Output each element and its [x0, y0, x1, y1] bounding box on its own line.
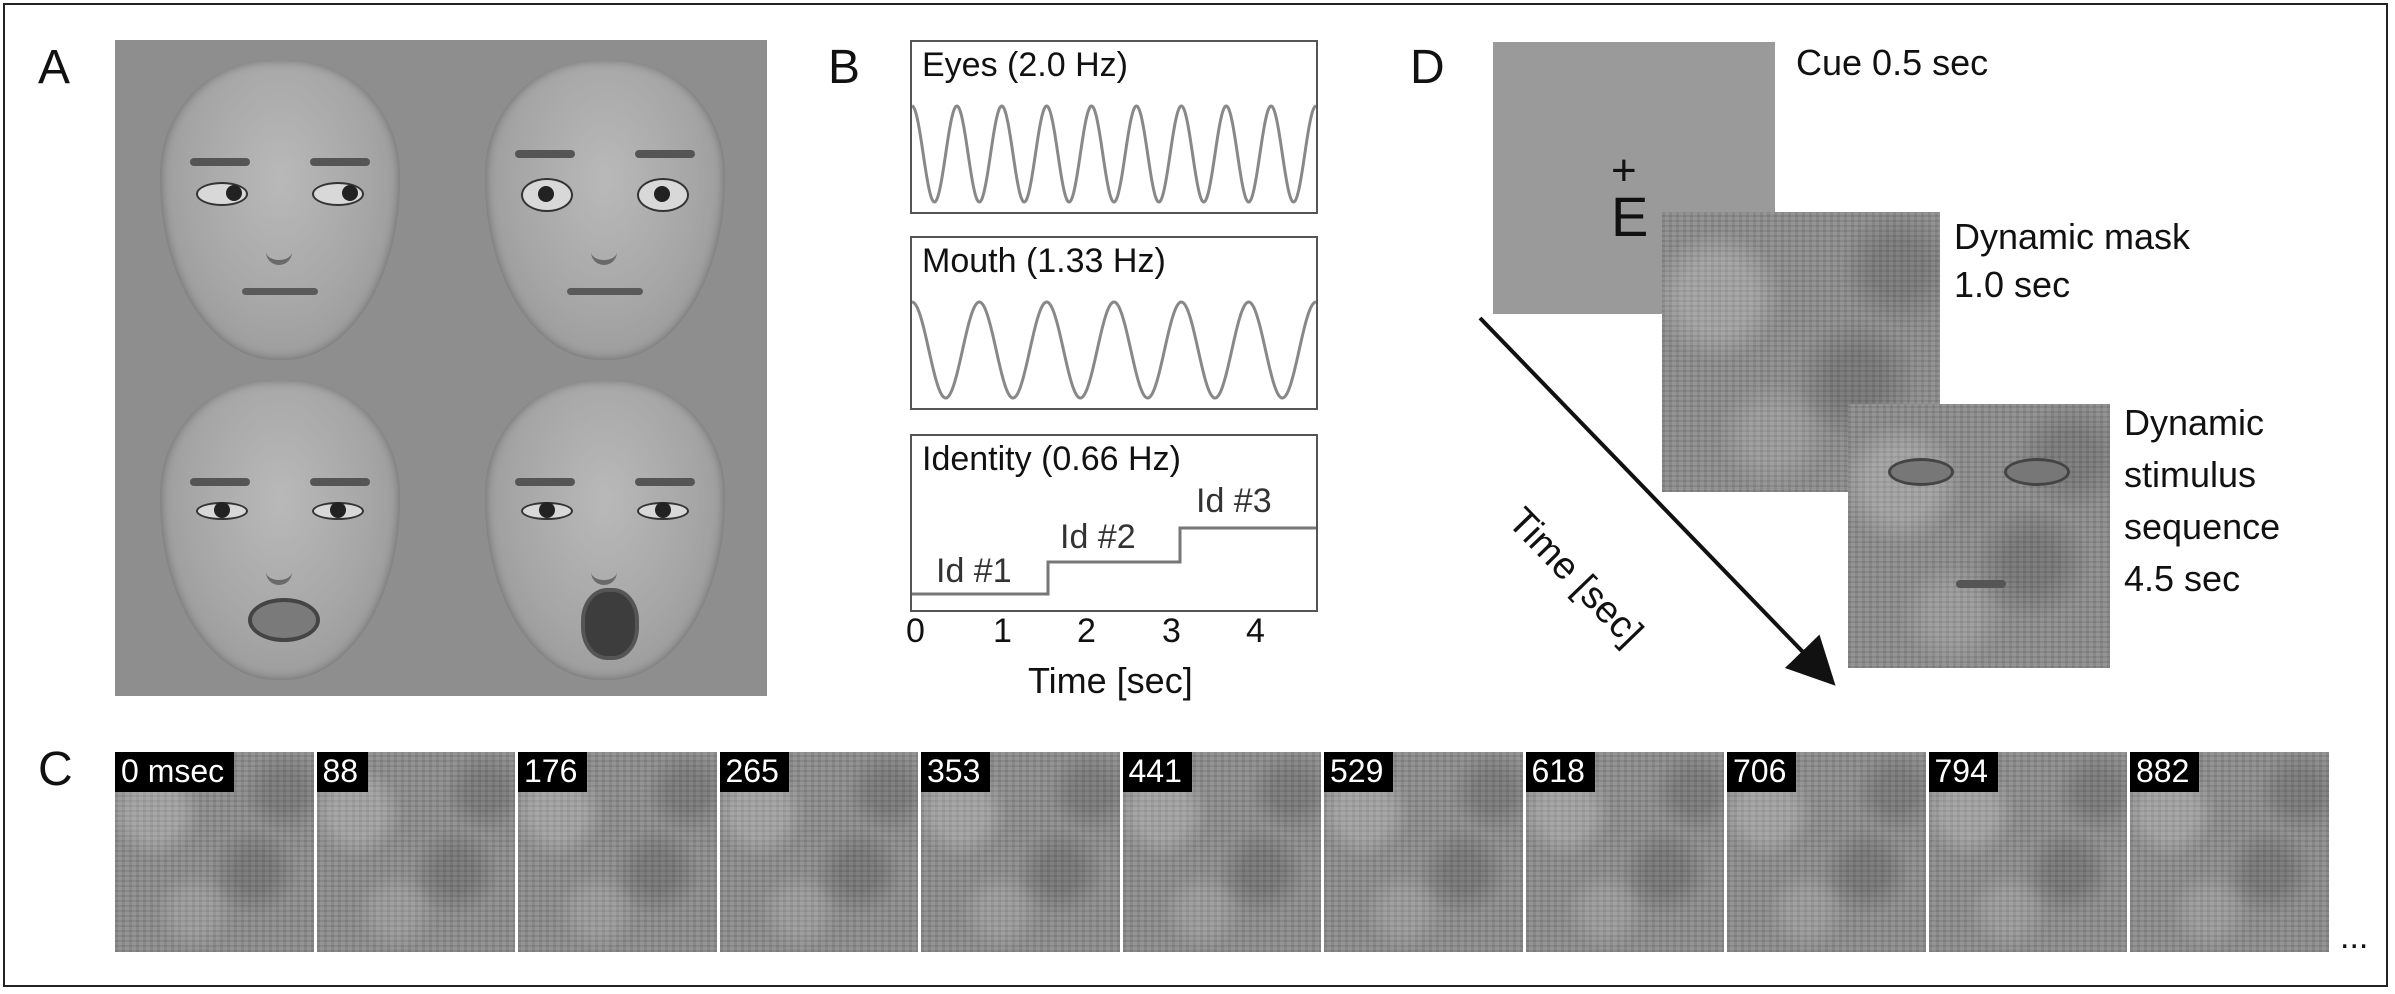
cue-letter: E — [1611, 185, 1649, 248]
id-label-3: Id #3 — [1196, 482, 1272, 520]
frame-2: 176 — [518, 752, 717, 952]
face-eyes-averted — [160, 60, 400, 360]
face-eyes-wide — [485, 60, 725, 360]
stimulus-mouth — [1956, 580, 2006, 588]
panel-letter-a: A — [38, 41, 71, 94]
frame-time-label: 882 — [2130, 752, 2200, 792]
frame-1: 88 — [316, 752, 515, 952]
stimulus-left-eye — [1888, 458, 1954, 486]
id-label-2: Id #2 — [1060, 518, 1136, 556]
identity-step-line — [912, 526, 1316, 596]
frame-4: 353 — [921, 752, 1120, 952]
x-axis-title: Time [sec] — [1028, 660, 1193, 701]
frame-time-label: 794 — [1928, 752, 1998, 792]
frame-0: 0 msec — [115, 752, 314, 952]
x-tick-1: 1 — [993, 612, 1012, 650]
dynamic-stimulus-image — [1848, 404, 2110, 668]
figure-frame — [3, 3, 2388, 987]
mouth-waveform — [912, 300, 1316, 400]
face-mouth-wide-open — [485, 380, 725, 680]
x-tick-4: 4 — [1246, 612, 1265, 650]
frame-10: 882 — [2130, 752, 2329, 952]
stim-label-line3: sequence — [2124, 506, 2281, 547]
face-mouth-open — [160, 380, 400, 680]
frame-time-label: 706 — [1727, 752, 1797, 792]
mask-label-line1: Dynamic mask — [1954, 216, 2191, 257]
frame-8: 706 — [1727, 752, 1926, 952]
frame-9: 794 — [1928, 752, 2127, 952]
fixation-cross: + — [1611, 146, 1637, 195]
strip-ellipsis: ... — [2340, 918, 2369, 956]
x-tick-2: 2 — [1077, 612, 1096, 650]
id-label-1: Id #1 — [936, 552, 1012, 590]
cue-screen: + E — [1493, 42, 1775, 314]
frame-time-label: 353 — [921, 752, 991, 792]
frame-7: 618 — [1525, 752, 1724, 952]
frame-time-label: 265 — [719, 752, 789, 792]
mouth-waveform-title: Mouth (1.33 Hz) — [922, 242, 1166, 280]
frame-time-label: 618 — [1525, 752, 1595, 792]
stimulus-right-eye — [2004, 458, 2070, 486]
frame-5: 441 — [1122, 752, 1321, 952]
stim-label-line4: 4.5 sec — [2124, 558, 2241, 599]
frame-time-label: 88 — [316, 752, 369, 792]
time-arrow — [1478, 316, 1836, 686]
stim-label-line2: stimulus — [2124, 454, 2257, 495]
frame-6: 529 — [1324, 752, 1523, 952]
panel-letter-b: B — [828, 41, 861, 94]
x-tick-0: 0 — [906, 612, 925, 650]
frame-time-label: 529 — [1324, 752, 1394, 792]
eyes-waveform — [912, 104, 1316, 204]
frame-time-label: 441 — [1122, 752, 1192, 792]
identity-step-title: Identity (0.66 Hz) — [922, 440, 1181, 478]
identity-step-plot — [912, 526, 1316, 596]
mask-label-line2: 1.0 sec — [1954, 264, 2071, 305]
panel-a-face-grid — [115, 40, 767, 696]
cue-duration-label: Cue 0.5 sec — [1796, 42, 1989, 83]
eyes-waveform-box: Eyes (2.0 Hz) — [910, 40, 1318, 214]
panel-letter-d: D — [1410, 41, 1445, 94]
frame-3: 265 — [719, 752, 918, 952]
frame-time-label: 176 — [518, 752, 588, 792]
frame-time-label: 0 msec — [115, 752, 235, 792]
panel-letter-c: C — [38, 743, 73, 796]
stim-label-line1: Dynamic — [2124, 402, 2265, 443]
mouth-waveform-box: Mouth (1.33 Hz) — [910, 236, 1318, 410]
identity-step-box: Identity (0.66 Hz) Id #1 Id #2 Id #3 — [910, 434, 1318, 612]
x-tick-3: 3 — [1162, 612, 1181, 650]
eyes-waveform-title: Eyes (2.0 Hz) — [922, 46, 1128, 84]
